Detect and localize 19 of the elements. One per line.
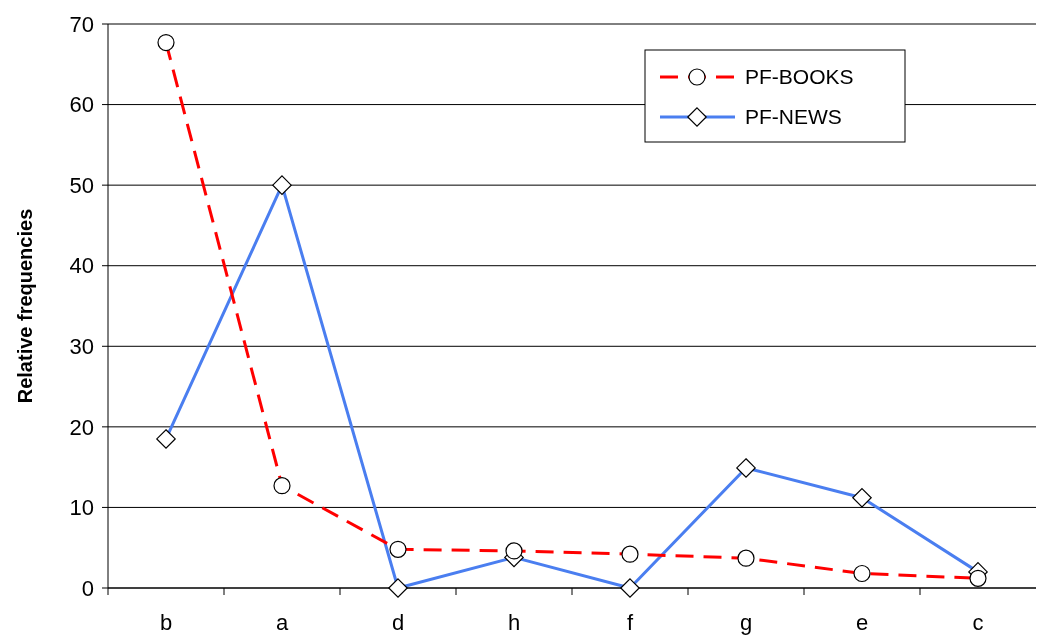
x-tick-label: e bbox=[855, 610, 869, 635]
x-tick-label: h bbox=[507, 610, 521, 635]
x-tick-label: a bbox=[275, 610, 289, 635]
y-tick-label: 20 bbox=[69, 414, 94, 440]
x-tick-label: g bbox=[739, 610, 753, 635]
y-tick-label: 30 bbox=[69, 333, 94, 359]
y-tick-label: 70 bbox=[69, 11, 94, 37]
y-axis-title: Relative frequencies bbox=[14, 208, 36, 404]
x-tick-label: c bbox=[972, 610, 984, 635]
y-tick-label: 0 bbox=[81, 575, 94, 601]
legend-label: PF-NEWS bbox=[745, 105, 842, 129]
y-tick-label: 50 bbox=[69, 172, 94, 198]
y-tick-label: 10 bbox=[69, 495, 94, 521]
x-tick-label: d bbox=[391, 610, 405, 635]
y-tick-label: 60 bbox=[69, 92, 94, 118]
y-tick-label: 40 bbox=[69, 253, 94, 279]
x-tick-label: b bbox=[159, 610, 173, 635]
legend-label: PF-BOOKS bbox=[745, 65, 854, 89]
x-tick-label: f bbox=[626, 610, 634, 635]
